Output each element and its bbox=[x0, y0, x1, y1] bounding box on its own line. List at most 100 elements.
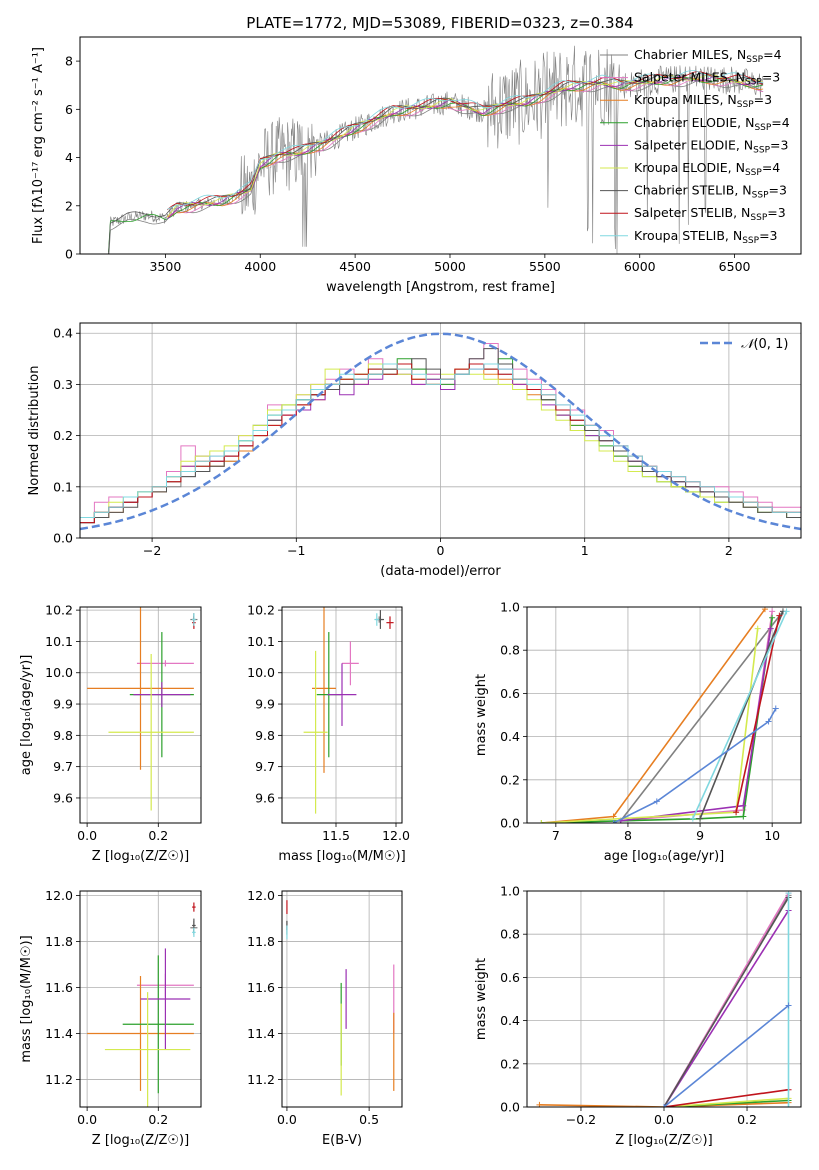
series-kroupa-stelib bbox=[785, 891, 792, 1107]
model-line-kroupa-elodie bbox=[166, 74, 764, 218]
x-axis-label: Z [log₁₀(Z/Z☉)] bbox=[92, 849, 189, 864]
spectrum-legend: Chabrier MILES, NSSP=4 Salpeter MILES, NS… bbox=[600, 47, 790, 246]
chart-mass_weight_vs_Z: −0.2 0.0 0.2 0.0 0.2 0.4 0.6 0.8 1.0 Z [log₁₀(Z/Z… bbox=[474, 884, 802, 1148]
y-tick-label: 8 bbox=[65, 54, 73, 69]
y-tick-label: 0.4 bbox=[53, 326, 73, 341]
point-marker bbox=[783, 608, 790, 615]
point-marker bbox=[767, 625, 774, 632]
x-tick-label: 9 bbox=[696, 828, 704, 843]
y-tick-label: 11.4 bbox=[45, 1026, 73, 1041]
x-tick-label: 2 bbox=[725, 543, 733, 558]
legend-entry: Chabrier ELODIE, NSSP=4 bbox=[634, 115, 790, 133]
plot-area bbox=[303, 607, 394, 814]
legend-entry: Chabrier MILES, NSSP=4 bbox=[634, 47, 782, 65]
y-tick-label: 0.4 bbox=[500, 729, 520, 744]
x-tick-label: 8 bbox=[624, 828, 632, 843]
series-chabrier-miles bbox=[617, 608, 786, 823]
series-line bbox=[735, 615, 781, 813]
y-tick-label: 6 bbox=[65, 102, 73, 117]
x-tick-label: 4000 bbox=[244, 259, 276, 274]
point-marker bbox=[785, 1104, 792, 1107]
x-axis-label: age [log₁₀(age/yr)] bbox=[604, 849, 725, 864]
x-tick-label: 0.0 bbox=[77, 1112, 97, 1127]
series-line bbox=[613, 708, 777, 823]
chart-spectrum: 3500 4000 4500 5000 5500 6000 6500 0 2 4 6 8 wavelen… bbox=[31, 36, 802, 295]
series-salpeter-stelib bbox=[733, 612, 783, 816]
y-tick-label: 0.4 bbox=[500, 1013, 520, 1028]
y-tick-label: 9.9 bbox=[53, 697, 73, 712]
axes-frame bbox=[79, 322, 802, 539]
point-kroupa-stelib bbox=[374, 613, 380, 626]
plot-area bbox=[87, 902, 198, 1107]
y-axis-label: age [log₁₀(age/yr)] bbox=[19, 655, 34, 776]
y-tick-label: 10.1 bbox=[247, 634, 275, 649]
series-line bbox=[663, 909, 790, 1107]
point-salpeter-elodie bbox=[327, 663, 357, 726]
series-line bbox=[663, 1004, 790, 1107]
legend-entry: Salpeter STELIB, NSSP=3 bbox=[634, 205, 786, 223]
point-marker bbox=[772, 705, 779, 712]
y-tick-label: 4 bbox=[65, 150, 73, 165]
series-line bbox=[699, 611, 784, 819]
y-tick-label: 10.2 bbox=[45, 603, 73, 618]
point-salpeter-stelib bbox=[386, 616, 394, 629]
series-line bbox=[541, 608, 766, 823]
series-line bbox=[663, 897, 790, 1107]
legend-entry: Kroupa STELIB, NSSP=3 bbox=[634, 228, 778, 246]
y-tick-label: 0.8 bbox=[500, 643, 520, 658]
legend-entry: 𝒩(0, 1) bbox=[741, 337, 788, 352]
y-tick-label: 0.0 bbox=[500, 816, 520, 831]
y-axis-label: Flux [fλ10⁻¹⁷ erg cm⁻² s⁻¹ A⁻¹] bbox=[31, 47, 46, 244]
point-kroupa-elodie bbox=[108, 653, 194, 811]
x-tick-label: 7 bbox=[552, 828, 560, 843]
y-axis-label: mass weight bbox=[474, 958, 489, 1040]
legend-entry: Salpeter ELODIE, NSSP=3 bbox=[634, 137, 788, 155]
x-axis-label: E(B-V) bbox=[322, 1133, 362, 1148]
legend-entry: Chabrier STELIB, NSSP=3 bbox=[634, 183, 787, 201]
point-marker bbox=[610, 820, 617, 823]
point-kroupa-stelib bbox=[192, 927, 196, 937]
y-axis-label: mass weight bbox=[474, 674, 489, 756]
series-kroupa-miles bbox=[538, 607, 768, 823]
x-tick-label: 0.2 bbox=[148, 1112, 168, 1127]
point-marker bbox=[785, 1002, 792, 1009]
x-tick-label: 0.0 bbox=[77, 828, 97, 843]
legend-entry: Salpeter MILES, NSSP=3 bbox=[634, 70, 780, 88]
legend-entry: Kroupa MILES, NSSP=3 bbox=[634, 92, 772, 110]
x-tick-label: −2 bbox=[143, 543, 161, 558]
y-tick-label: 0.1 bbox=[53, 479, 73, 494]
point-marker bbox=[740, 813, 747, 820]
series-line bbox=[541, 628, 759, 823]
y-tick-label: 9.6 bbox=[255, 790, 275, 805]
chart-residuals: −2 −1 0 1 2 0.0 0.1 0.2 0.3 0.4 (data-model)/error… bbox=[27, 322, 802, 579]
point-salpeter-elodie bbox=[133, 682, 191, 708]
y-tick-label: 12.0 bbox=[247, 888, 275, 903]
y-tick-label: 0.2 bbox=[53, 428, 73, 443]
y-tick-label: 10.0 bbox=[45, 665, 73, 680]
x-axis-label: mass [log₁₀(M/M☉)] bbox=[278, 849, 405, 864]
chart-mass_vs_ebv: 0.0 0.5 11.2 11.4 11.6 11.8 12.0 E(B-V) bbox=[247, 888, 403, 1148]
axes-frame bbox=[281, 890, 403, 1108]
series-line bbox=[692, 610, 788, 820]
y-tick-label: 11.8 bbox=[45, 934, 73, 949]
x-tick-label: 0 bbox=[437, 543, 445, 558]
y-tick-label: 10.0 bbox=[247, 665, 275, 680]
x-tick-label: 0.2 bbox=[737, 1112, 757, 1127]
point-salpeter-miles bbox=[136, 660, 194, 667]
axes-frame bbox=[79, 890, 202, 1108]
plot-area bbox=[87, 607, 198, 811]
series-line bbox=[663, 1097, 789, 1107]
x-tick-label: −0.2 bbox=[566, 1112, 596, 1127]
plot-area bbox=[80, 332, 801, 531]
y-axis-label: mass [log₁₀(M/M☉)] bbox=[19, 935, 34, 1062]
point-kroupa-miles bbox=[87, 607, 194, 770]
plot-area bbox=[538, 607, 790, 823]
y-tick-label: 2 bbox=[65, 198, 73, 213]
axes-frame bbox=[526, 890, 802, 1108]
plot-area bbox=[286, 900, 395, 1096]
y-tick-label: 0.0 bbox=[500, 1100, 520, 1115]
point-marker bbox=[740, 802, 747, 809]
y-tick-label: 0 bbox=[65, 247, 73, 262]
model-line-kroupa-stelib bbox=[167, 70, 764, 210]
point-marker bbox=[661, 1104, 667, 1107]
